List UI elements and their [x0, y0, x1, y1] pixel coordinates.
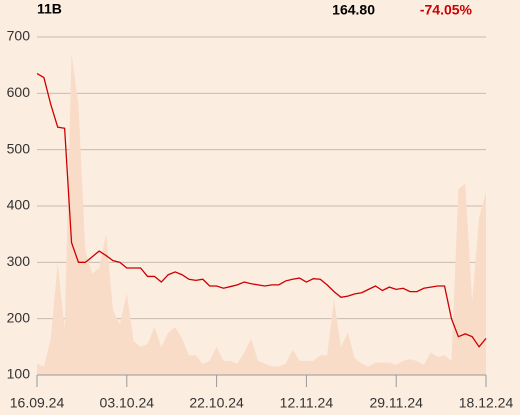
price: 164.80: [332, 2, 375, 18]
x-tick-label: 22.10.24: [189, 395, 244, 411]
x-tick-label: 18.12.24: [459, 395, 514, 411]
y-tick-label: 600: [7, 84, 31, 100]
y-tick-label: 500: [7, 140, 31, 156]
x-tick-label: 03.10.24: [100, 395, 155, 411]
y-tick-label: 100: [7, 366, 31, 382]
y-tick-label: 300: [7, 253, 31, 269]
x-tick-label: 29.11.24: [369, 395, 423, 411]
price-line: [36, 73, 487, 348]
volume-area: [37, 53, 486, 376]
change: -74.05%: [420, 2, 473, 18]
x-tick-label: 16.09.24: [10, 395, 65, 411]
y-tick-label: 700: [7, 28, 31, 44]
instrument-name: 11B: [37, 1, 62, 17]
y-tick-label: 200: [7, 309, 31, 325]
y-tick-label: 400: [7, 197, 31, 213]
x-tick-label: 12.11.24: [280, 395, 334, 411]
